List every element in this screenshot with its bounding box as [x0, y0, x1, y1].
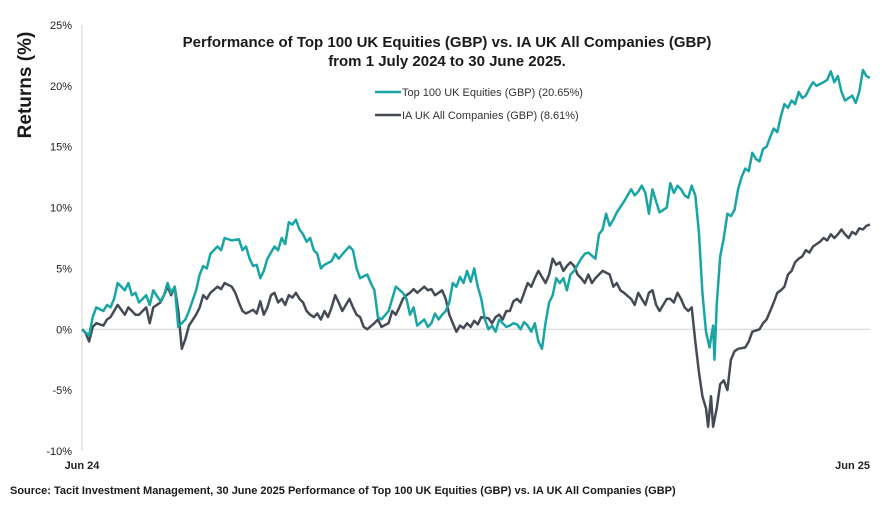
chart-axes [81, 25, 870, 451]
y-tick-label: 25% [50, 20, 72, 32]
y-tick-label: 0% [56, 324, 72, 336]
series-lines [81, 68, 871, 428]
legend-label-ia-uk: IA UK All Companies (GBP) (8.61%) [402, 110, 579, 122]
y-tick-labels: 25% 20% 15% 10% 5% 0% -5% -10% [46, 20, 72, 458]
y-tick-label: 15% [50, 142, 72, 154]
chart-title: Performance of Top 100 UK Equities (GBP)… [183, 34, 712, 51]
legend: Top 100 UK Equities (GBP) (20.65%) IA UK… [375, 87, 583, 122]
x-tick-label: Jun 25 [835, 460, 870, 472]
y-tick-label: 10% [50, 203, 72, 215]
x-tick-label: Jun 24 [65, 460, 101, 472]
y-axis-label: Returns (%) [15, 32, 36, 139]
source-note: Source: Tacit Investment Management, 30 … [10, 485, 676, 497]
y-tick-label: -5% [52, 385, 72, 397]
chart-subtitle: from 1 July 2024 to 30 June 2025. [328, 53, 566, 70]
series-line-top100 [81, 68, 871, 361]
y-tick-label: -10% [46, 446, 72, 458]
y-tick-label: 5% [56, 263, 72, 275]
x-tick-labels: Jun 24 Jun 25 [65, 460, 870, 472]
y-tick-label: 20% [50, 81, 72, 93]
legend-label-top100: Top 100 UK Equities (GBP) (20.65%) [402, 87, 583, 99]
series-line-ia-uk [81, 223, 871, 428]
